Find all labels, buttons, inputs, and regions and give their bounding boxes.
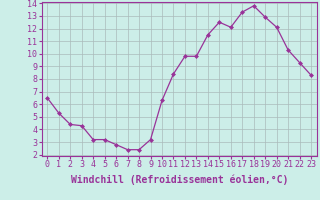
X-axis label: Windchill (Refroidissement éolien,°C): Windchill (Refroidissement éolien,°C) xyxy=(70,175,288,185)
